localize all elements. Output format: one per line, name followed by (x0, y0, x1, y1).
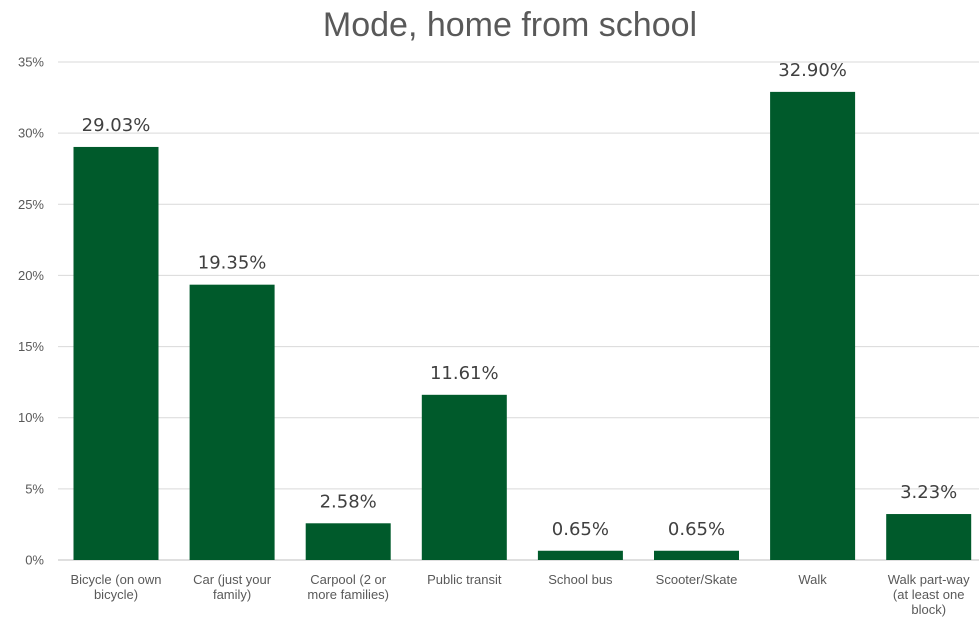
data-label: 11.61% (430, 363, 499, 384)
bar (73, 146, 159, 560)
y-tick-label: 10% (18, 410, 44, 425)
bar (537, 550, 623, 560)
category-label: Walk (798, 572, 827, 587)
category-label: School bus (548, 572, 613, 587)
y-tick-label: 5% (25, 481, 44, 496)
bar (189, 284, 275, 560)
data-labels: 29.03% 19.35% 2.58% 11.61% 0.65% 0.65% 32.90% 3… (82, 60, 958, 540)
y-axis-ticks: 0% 5% 10% 15% 20% 25% 30% 35% (18, 55, 44, 568)
category-label: Car (just your family) (193, 572, 272, 602)
category-labels: Bicycle (on own bicycle) Car (just your fam… (70, 572, 970, 617)
y-tick-label: 0% (25, 553, 44, 568)
data-label: 2.58% (320, 491, 377, 512)
y-tick-label: 15% (18, 339, 44, 354)
category-label: Carpool (2 or more families) (307, 572, 389, 602)
data-label: 3.23% (900, 482, 957, 503)
bar (654, 550, 739, 560)
bar (770, 91, 856, 560)
bar (305, 523, 391, 560)
bar (421, 394, 507, 560)
chart-title: Mode, home from school (322, 6, 698, 44)
y-tick-label: 35% (18, 55, 44, 70)
data-label: 0.65% (668, 519, 725, 540)
category-label: Scooter/Skate (656, 572, 738, 587)
data-label: 19.35% (198, 253, 267, 274)
data-label: 0.65% (552, 519, 609, 540)
data-label: 32.90% (778, 60, 847, 81)
y-tick-label: 30% (18, 126, 44, 141)
y-tick-label: 25% (18, 197, 44, 212)
category-label: Public transit (427, 572, 502, 587)
bars (73, 91, 972, 560)
bar (886, 514, 972, 560)
category-label: Walk part-way (at least one block) (888, 572, 970, 617)
y-tick-label: 20% (18, 268, 44, 283)
data-label: 29.03% (82, 115, 151, 136)
category-label: Bicycle (on own bicycle) (70, 572, 161, 602)
